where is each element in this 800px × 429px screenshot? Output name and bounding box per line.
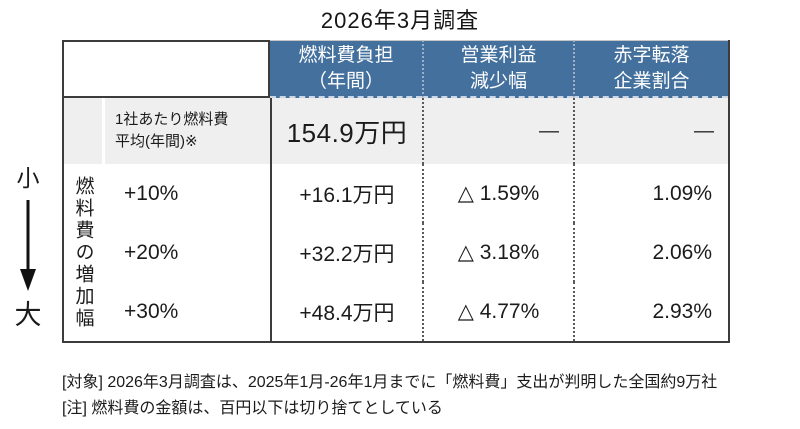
deficit-ratio-plus30: 2.93% xyxy=(573,282,728,341)
increase-scale-annotation: 小 大 xyxy=(6,167,50,329)
deficit-ratio-plus10: 1.09% xyxy=(573,164,728,223)
arrow-down-icon xyxy=(20,200,36,291)
profit-decrease-plus20: △ 3.18% xyxy=(422,223,573,282)
survey-table: 燃料費負担 （年間） 営業利益 減少幅 赤字転落 企業割合 1社あたり燃料費 平… xyxy=(62,40,730,343)
baseline-deficit-ratio-value: — xyxy=(573,98,728,164)
baseline-spacer-cell xyxy=(64,98,102,164)
scale-large-label: 大 xyxy=(14,300,42,330)
figure-title: 2026年3月調査 xyxy=(320,8,480,33)
row-label-plus10: +10% xyxy=(124,181,179,205)
column-header-deficit-ratio: 赤字転落 企業割合 xyxy=(573,40,728,98)
column-header-profit-decrease: 営業利益 減少幅 xyxy=(422,40,573,98)
baseline-profit-decrease-value: — xyxy=(422,98,573,164)
row-group-label: 燃料費の増加幅 xyxy=(72,175,94,330)
footnotes: [対象] 2026年3月調査は、2025年1月-26年1月までに「燃料費」支出が… xyxy=(62,370,717,422)
column-header-fuel-burden: 燃料費負担 （年間） xyxy=(270,40,422,98)
scale-small-label: 小 xyxy=(16,165,40,191)
fuel-burden-plus30: +48.4万円 xyxy=(270,282,422,341)
corner-cell xyxy=(64,40,270,98)
profit-decrease-plus30: △ 4.77% xyxy=(422,282,573,341)
deficit-ratio-plus20: 2.06% xyxy=(573,223,728,282)
fuel-burden-plus10: +16.1万円 xyxy=(270,164,422,223)
footnote-target: [対象] 2026年3月調査は、2025年1月-26年1月までに「燃料費」支出が… xyxy=(62,374,718,391)
profit-decrease-plus10: △ 1.59% xyxy=(422,164,573,223)
row-label-plus30: +30% xyxy=(124,299,179,323)
fuel-burden-plus20: +32.2万円 xyxy=(270,223,422,282)
baseline-row-label: 1社あたり燃料費 平均(年間)※ xyxy=(102,98,270,164)
baseline-fuel-burden-value: 154.9万円 xyxy=(270,98,422,164)
footnote-note: [注] 燃料費の金額は、百円以下は切り捨てとしている xyxy=(62,400,443,417)
row-label-plus20: +20% xyxy=(124,240,179,264)
